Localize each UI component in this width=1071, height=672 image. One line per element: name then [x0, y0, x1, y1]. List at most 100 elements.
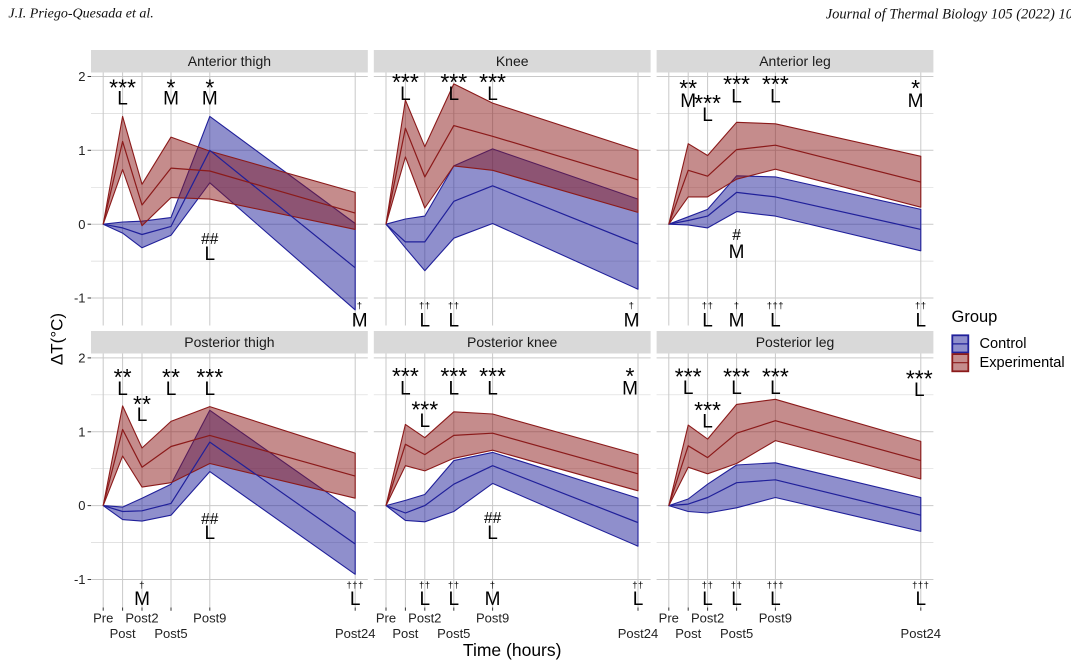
svg-text:Pre: Pre [93, 611, 113, 626]
svg-text:Pre: Pre [376, 611, 396, 626]
svg-text:L: L [400, 379, 411, 400]
svg-text:††: †† [915, 300, 927, 311]
svg-text:†††: ††† [767, 580, 784, 591]
svg-text:L: L [400, 84, 411, 105]
svg-text:L: L [916, 310, 927, 331]
svg-text:*: * [626, 363, 635, 389]
svg-text:Journal of Thermal Biology 105: Journal of Thermal Biology 105 (2022) 10… [826, 6, 1071, 22]
svg-text:†††: ††† [347, 580, 364, 591]
svg-text:##: ## [201, 231, 219, 248]
svg-text:L: L [205, 523, 216, 544]
svg-text:M: M [134, 589, 150, 610]
svg-text:L: L [731, 87, 742, 108]
svg-text:2: 2 [78, 69, 85, 84]
svg-text:Post5: Post5 [154, 626, 187, 641]
svg-text:Post9: Post9 [476, 611, 509, 626]
svg-text:0: 0 [78, 217, 85, 232]
svg-text:Post: Post [675, 626, 701, 641]
svg-text:***: *** [675, 364, 702, 390]
svg-text:Knee: Knee [496, 53, 529, 69]
svg-text:Post5: Post5 [437, 626, 470, 641]
svg-text:0: 0 [78, 498, 85, 513]
svg-text:†: † [490, 580, 496, 591]
svg-text:L: L [770, 378, 781, 399]
svg-text:*: * [167, 74, 176, 100]
svg-text:-1: -1 [74, 572, 86, 587]
svg-text:L: L [137, 405, 148, 426]
svg-text:††: †† [419, 300, 431, 311]
svg-text:***: *** [694, 90, 721, 116]
svg-text:Post24: Post24 [618, 626, 658, 641]
svg-text:ΔT(°C): ΔT(°C) [47, 313, 66, 365]
svg-text:L: L [449, 589, 460, 610]
svg-text:M: M [729, 310, 745, 331]
svg-text:Group: Group [952, 308, 998, 326]
svg-text:L: L [914, 380, 925, 401]
svg-text:1: 1 [78, 143, 85, 158]
svg-text:L: L [487, 379, 498, 400]
svg-text:***: *** [723, 71, 750, 97]
svg-text:L: L [350, 589, 361, 610]
svg-text:M: M [622, 379, 638, 400]
svg-text:**: ** [133, 391, 151, 417]
svg-text:Experimental: Experimental [980, 355, 1065, 371]
svg-text:***: *** [392, 363, 419, 389]
svg-text:***: *** [479, 363, 506, 389]
svg-text:L: L [702, 310, 713, 331]
svg-text:Post5: Post5 [720, 626, 753, 641]
svg-text:**: ** [679, 75, 697, 101]
svg-text:L: L [731, 589, 742, 610]
svg-text:***: *** [109, 74, 136, 100]
svg-text:L: L [702, 411, 713, 432]
svg-text:***: *** [906, 366, 933, 392]
svg-text:††: †† [448, 580, 460, 591]
svg-text:Post9: Post9 [759, 611, 792, 626]
svg-text:M: M [680, 91, 696, 112]
svg-text:L: L [420, 589, 431, 610]
svg-text:†††: ††† [912, 580, 929, 591]
svg-text:L: L [420, 310, 431, 331]
svg-text:M: M [202, 89, 218, 110]
svg-text:***: *** [411, 396, 438, 422]
svg-text:***: *** [762, 364, 789, 390]
svg-text:†: † [357, 300, 363, 311]
svg-text:***: *** [762, 71, 789, 97]
svg-text:L: L [731, 378, 742, 399]
svg-text:M: M [624, 310, 640, 331]
svg-text:L: L [117, 89, 128, 110]
svg-text:L: L [205, 244, 216, 265]
svg-text:Anterior leg: Anterior leg [759, 53, 831, 69]
svg-text:†: † [734, 300, 740, 311]
svg-text:L: L [117, 379, 128, 400]
svg-text:*: * [205, 74, 214, 100]
svg-text:L: L [770, 87, 781, 108]
svg-text:L: L [633, 589, 644, 610]
svg-text:M: M [729, 242, 745, 263]
svg-text:††: †† [731, 580, 743, 591]
svg-text:Posterior thigh: Posterior thigh [184, 334, 274, 350]
svg-text:Post24: Post24 [335, 626, 375, 641]
svg-text:#: # [732, 227, 741, 244]
svg-text:1: 1 [78, 424, 85, 439]
svg-text:M: M [163, 89, 179, 110]
svg-text:†: † [139, 580, 145, 591]
svg-text:Post2: Post2 [691, 611, 724, 626]
svg-text:***: *** [694, 397, 721, 423]
svg-text:Post: Post [110, 626, 136, 641]
svg-text:L: L [487, 523, 498, 544]
svg-text:Post9: Post9 [193, 611, 226, 626]
svg-text:L: L [683, 378, 694, 399]
svg-text:L: L [770, 589, 781, 610]
svg-text:L: L [702, 105, 713, 126]
svg-text:†: † [629, 300, 635, 311]
svg-text:M: M [352, 310, 368, 331]
svg-text:J.I. Priego-Quesada et al.: J.I. Priego-Quesada et al. [8, 7, 153, 22]
svg-text:Posterior leg: Posterior leg [756, 334, 835, 350]
svg-text:***: *** [723, 364, 750, 390]
svg-text:M: M [485, 589, 501, 610]
svg-text:††: †† [448, 300, 460, 311]
svg-text:##: ## [484, 510, 502, 527]
svg-text:††: †† [702, 300, 714, 311]
svg-text:L: L [420, 411, 431, 432]
svg-text:Post2: Post2 [125, 611, 158, 626]
